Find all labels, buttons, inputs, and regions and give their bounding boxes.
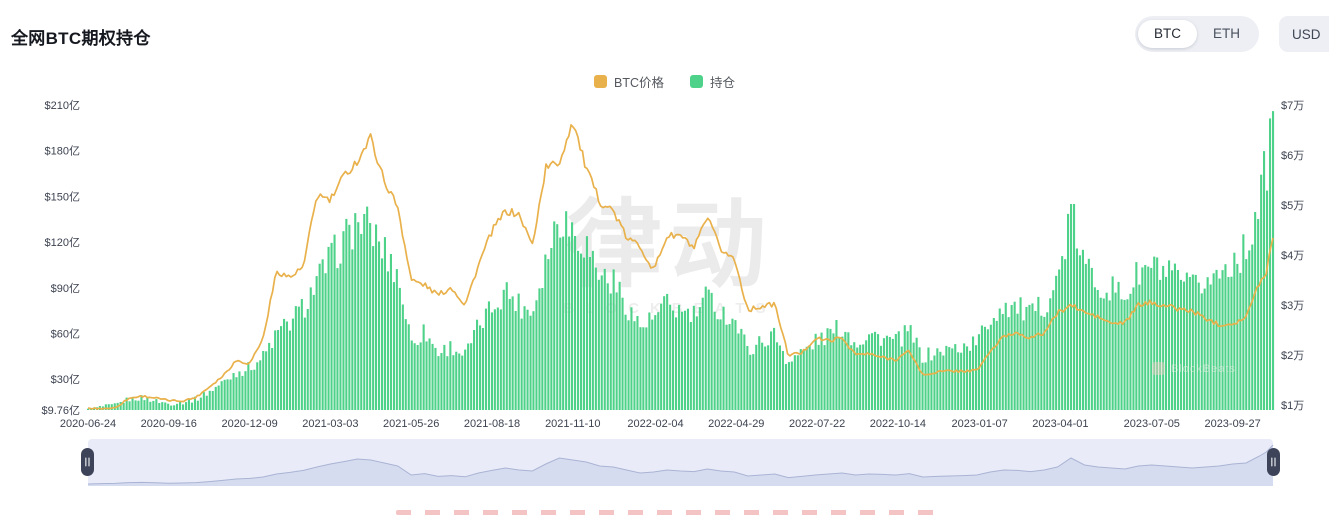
legend-label-btc-price: BTC价格: [613, 76, 664, 90]
svg-text:$150亿: $150亿: [45, 190, 80, 203]
legend-item-open-interest[interactable]: 持仓: [690, 72, 735, 91]
svg-text:$210亿: $210亿: [45, 99, 80, 112]
asset-toggle: BTC ETH: [1135, 16, 1259, 52]
brush-area-outline: [87, 444, 1274, 485]
svg-text:$2万: $2万: [1281, 350, 1304, 362]
svg-text:2022-07-22: 2022-07-22: [789, 418, 845, 430]
legend-swatch-open-interest: [690, 75, 703, 88]
svg-text:2021-11-10: 2021-11-10: [545, 418, 600, 430]
header-controls: BTC ETH USD: [1135, 16, 1329, 52]
svg-text:2023-01-07: 2023-01-07: [951, 418, 1007, 430]
svg-text:$1万: $1万: [1281, 400, 1304, 412]
currency-select-value: USD: [1292, 26, 1321, 42]
svg-text:$7万: $7万: [1281, 100, 1304, 112]
x-axis-labels: 2020-06-24 2020-09-16 2020-12-09 2021-03-03…: [60, 418, 1261, 430]
svg-text:2020-06-24: 2020-06-24: [60, 418, 116, 430]
svg-text:2023-07-05: 2023-07-05: [1124, 418, 1180, 430]
svg-text:2021-05-26: 2021-05-26: [383, 418, 439, 430]
svg-text:2021-08-18: 2021-08-18: [464, 418, 520, 430]
cutoff-red-row: [396, 510, 944, 515]
svg-text:$60亿: $60亿: [51, 328, 80, 341]
svg-text:$3万: $3万: [1281, 300, 1304, 312]
svg-text:$4万: $4万: [1281, 250, 1304, 262]
svg-text:$90亿: $90亿: [51, 282, 80, 295]
price-line: [87, 124, 1274, 410]
watermark-logo-text: 律动: [566, 192, 774, 299]
right-axis-labels: $7万 $6万 $5万 $4万 $3万 $2万 $1万: [1281, 100, 1304, 412]
svg-text:2020-09-16: 2020-09-16: [141, 418, 197, 430]
svg-text:2022-02-04: 2022-02-04: [627, 418, 683, 430]
blockbeats-logo-icon: [1152, 362, 1165, 375]
brush-slider[interactable]: [0, 436, 1329, 490]
svg-text:$6万: $6万: [1281, 150, 1304, 162]
svg-text:$120亿: $120亿: [45, 236, 80, 249]
asset-toggle-eth[interactable]: ETH: [1197, 20, 1256, 48]
watermark-corner: BlockBeats: [1152, 362, 1236, 375]
svg-text:2020-12-09: 2020-12-09: [221, 418, 277, 430]
oi-bars: [87, 111, 1275, 411]
currency-select[interactable]: USD: [1279, 16, 1329, 52]
brush-handle-right[interactable]: [1267, 448, 1280, 476]
svg-text:2023-04-01: 2023-04-01: [1032, 418, 1088, 430]
svg-text:$9.76亿: $9.76亿: [41, 404, 80, 417]
left-axis-labels: $210亿 $180亿 $150亿 $120亿 $90亿 $60亿 $30亿 $9.76亿: [41, 99, 80, 417]
asset-toggle-btc[interactable]: BTC: [1138, 20, 1197, 48]
watermark-corner-text: BlockBeats: [1171, 362, 1237, 375]
legend-swatch-btc-price: [593, 75, 607, 88]
chart-canvas[interactable]: $210亿 $180亿 $150亿 $120亿 $90亿 $60亿 $30亿 $9.76亿 $7…: [0, 70, 1329, 436]
page-title: 全网BTC期权持仓: [11, 29, 151, 48]
svg-text:2022-10-14: 2022-10-14: [870, 418, 926, 430]
svg-text:$30亿: $30亿: [51, 373, 80, 386]
legend-label-open-interest: 持仓: [710, 76, 736, 90]
svg-text:$180亿: $180亿: [45, 145, 80, 158]
svg-text:$5万: $5万: [1281, 200, 1304, 212]
svg-text:2023-09-27: 2023-09-27: [1204, 418, 1260, 430]
legend-item-btc-price[interactable]: BTC价格: [593, 72, 664, 91]
brush-area: [88, 445, 1273, 486]
brush-handle-left[interactable]: [81, 448, 94, 476]
chart-legend: BTC价格 持仓: [0, 72, 1329, 91]
svg-text:2021-03-03: 2021-03-03: [302, 418, 358, 430]
svg-text:2022-04-29: 2022-04-29: [708, 418, 764, 430]
